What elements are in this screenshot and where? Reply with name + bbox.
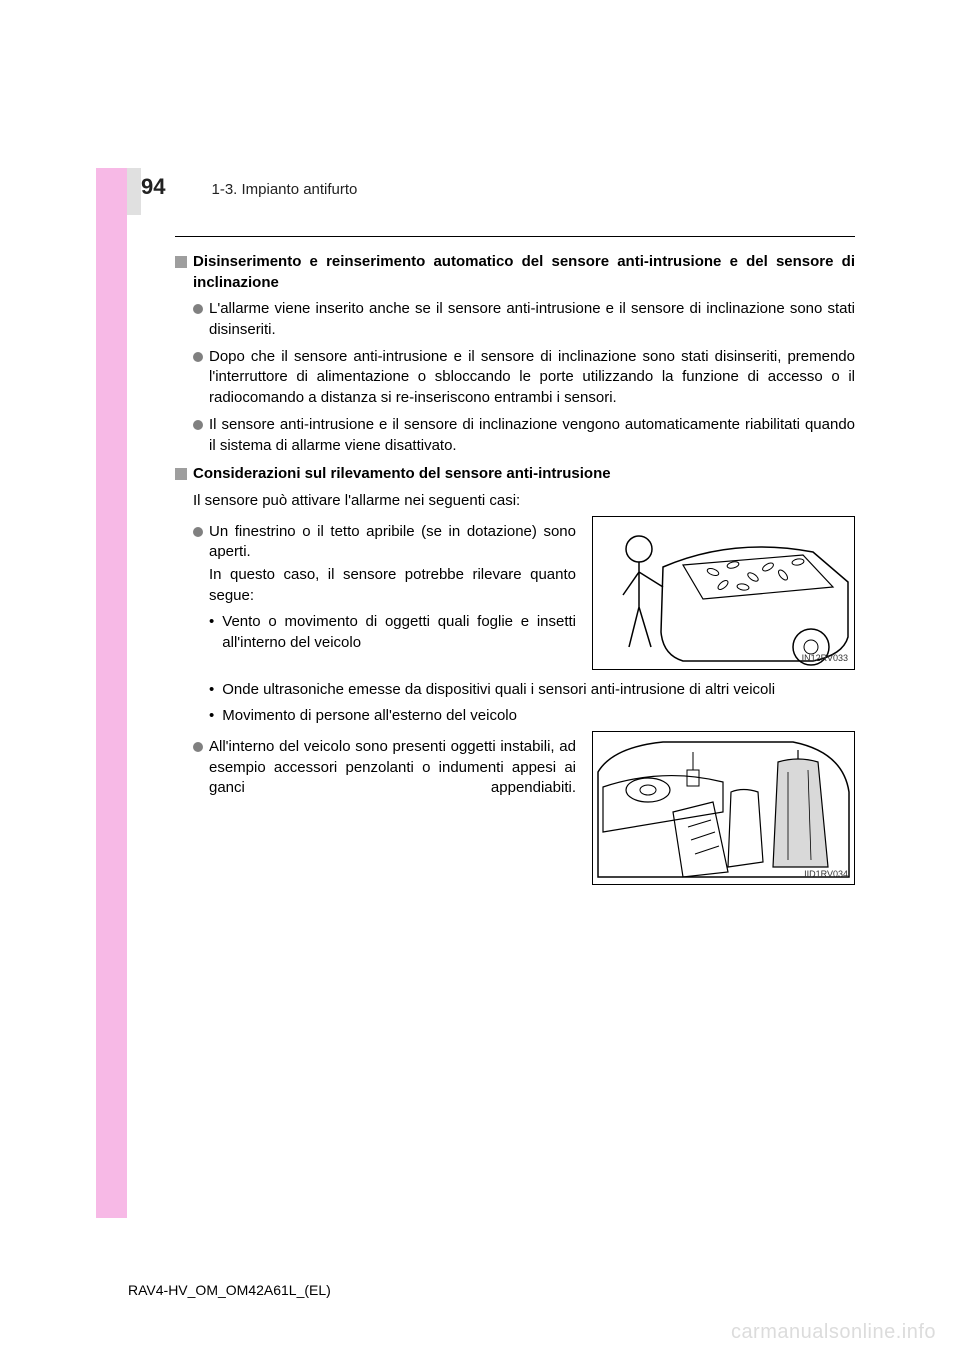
section-color-tab [96,168,127,1218]
figure-leaves-in-car: IN12RV033 [592,516,855,670]
dot-marker-icon: • [209,680,214,701]
sub-bullet-row: • Onde ultrasoniche emesse da dispositiv… [175,680,855,701]
text-figure-row: Un finestrino o il tetto apribile (se in… [175,516,855,670]
square-marker-icon [175,256,187,268]
heading-text: Considerazioni sul rilevamento del senso… [193,464,855,485]
illustration-icon [593,732,854,884]
sub-bullet-row: • Movimento di persone all'esterno del v… [175,706,855,727]
sub-bullet-text: Vento o movimento di oggetti quali fogli… [222,612,576,653]
dot-marker-icon: • [209,706,214,727]
bullet-text: Un finestrino o il tetto apribile (se in… [209,522,576,607]
bullet-row: Un finestrino o il tetto apribile (se in… [175,522,576,607]
figure-code: IID1RV034 [804,868,848,880]
manual-page: 94 1-3. Impianto antifurto Disinseriment… [0,0,960,1358]
circle-marker-icon [193,527,203,537]
heading-row: Considerazioni sul rilevamento del senso… [175,464,855,485]
header-rule [175,236,855,237]
circle-marker-icon [193,304,203,314]
circle-marker-icon [193,742,203,752]
line: In questo caso, il sensore potrebbe rile… [209,565,576,606]
heading-row: Disinserimento e reinserimento automatic… [175,252,855,293]
bullet-row: Il sensore anti-intrusione e il sensore … [175,415,855,456]
line: Un finestrino o il tetto apribile (se in… [209,522,576,563]
sub-bullet-row: • Vento o movimento di oggetti quali fog… [175,612,576,653]
text-column: Un finestrino o il tetto apribile (se in… [175,516,576,658]
figure-hanging-clothes: IID1RV034 [592,731,855,885]
header-grey-tab [127,168,141,215]
text-figure-row: All'interno del veicolo sono presenti og… [175,731,855,885]
text-column: All'interno del veicolo sono presenti og… [175,731,576,803]
dot-marker-icon: • [209,612,214,633]
bullet-text: Il sensore anti-intrusione e il sensore … [209,415,855,456]
circle-marker-icon [193,420,203,430]
bullet-text: L'allarme viene inserito anche se il sen… [209,299,855,340]
bullet-row: Dopo che il sensore anti-intrusione e il… [175,347,855,409]
bullet-text: Dopo che il sensore anti-intrusione e il… [209,347,855,409]
intro-text: Il sensore può attivare l'allarme nei se… [175,491,855,512]
sub-bullet-text: Onde ultrasoniche emesse da dispositivi … [222,680,855,701]
heading-text: Disinserimento e reinserimento automatic… [193,252,855,293]
section-title: 1-3. Impianto antifurto [211,181,357,198]
square-marker-icon [175,468,187,480]
figure-code: IN12RV033 [802,652,848,664]
bullet-row: L'allarme viene inserito anche se il sen… [175,299,855,340]
page-header: 94 1-3. Impianto antifurto [141,174,861,200]
illustration-icon [593,517,854,669]
bullet-row: All'interno del veicolo sono presenti og… [175,737,576,799]
content-area: Disinserimento e reinserimento automatic… [175,252,855,885]
sub-bullet-text: Movimento di persone all'esterno del vei… [222,706,855,727]
document-id: RAV4-HV_OM_OM42A61L_(EL) [128,1282,331,1298]
watermark: carmanualsonline.info [731,1321,936,1344]
page-number: 94 [141,174,165,200]
circle-marker-icon [193,352,203,362]
bullet-text: All'interno del veicolo sono presenti og… [209,737,576,799]
